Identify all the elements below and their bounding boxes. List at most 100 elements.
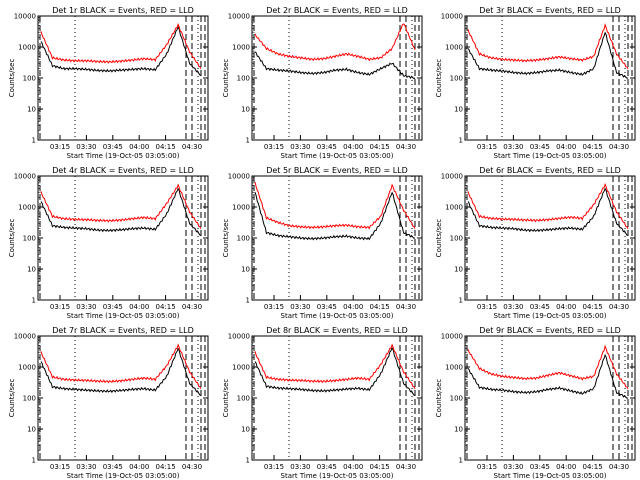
x-tick-label: 03:15 — [264, 303, 284, 311]
x-tick-label: 03:15 — [477, 463, 497, 471]
y-tick-label: 10 — [27, 106, 36, 114]
panel-title: Det 8r BLACK = Events, RED = LLD — [266, 326, 408, 335]
x-tick-label: 03:15 — [50, 463, 70, 471]
series-line-lld — [254, 181, 416, 230]
x-tick-label: 03:30 — [76, 143, 96, 151]
x-tick-label: 03:45 — [530, 143, 550, 151]
x-tick-label: 03:45 — [530, 463, 550, 471]
y-tick-label: 10000 — [228, 173, 250, 181]
x-tick-label: 04:30 — [609, 143, 629, 151]
x-axis-label: Start Time (19-Oct-05 03:05:00) — [494, 152, 607, 160]
x-tick-label: 03:15 — [477, 143, 497, 151]
series-line-lld — [254, 23, 416, 62]
y-tick-label: 100 — [450, 235, 463, 243]
x-tick-label: 03:30 — [290, 143, 310, 151]
x-axis-label: Start Time (19-Oct-05 03:05:00) — [67, 472, 180, 480]
x-tick-label: 04:15 — [370, 303, 390, 311]
series-line-events — [254, 347, 416, 396]
y-tick-label: 1000 — [18, 364, 36, 372]
x-tick-label: 04:00 — [129, 143, 149, 151]
x-tick-label: 04:00 — [343, 303, 363, 311]
panel-title: Det 2r BLACK = Events, RED = LLD — [266, 6, 408, 15]
series-line-events — [254, 191, 416, 241]
y-axis-label: Counts/sec — [435, 219, 443, 258]
x-axis-label: Start Time (19-Oct-05 03:05:00) — [281, 312, 394, 320]
y-axis-label: Counts/sec — [435, 379, 443, 418]
x-tick-label: 04:15 — [583, 303, 603, 311]
y-tick-label: 1 — [32, 137, 36, 145]
y-tick-label: 10 — [27, 426, 36, 434]
detector-panel-3: Det 3r BLACK = Events, RED = LLD 1 10 100 10… — [435, 6, 636, 160]
x-tick-label: 04:15 — [370, 143, 390, 151]
y-axis-label: Counts/sec — [222, 59, 230, 98]
x-tick-label: 03:30 — [503, 303, 523, 311]
x-tick-label: 04:30 — [182, 463, 202, 471]
y-tick-label: 10000 — [14, 173, 36, 181]
y-tick-label: 100 — [450, 75, 463, 83]
y-tick-label: 1 — [246, 457, 250, 465]
x-axis-label: Start Time (19-Oct-05 03:05:00) — [67, 152, 180, 160]
x-tick-label: 04:15 — [583, 463, 603, 471]
x-tick-label: 04:30 — [396, 463, 416, 471]
y-tick-label: 100 — [237, 75, 250, 83]
x-axis-label: Start Time (19-Oct-05 03:05:00) — [67, 312, 180, 320]
y-tick-label: 1000 — [232, 204, 250, 212]
y-tick-label: 10 — [454, 266, 463, 274]
y-tick-label: 1000 — [445, 204, 463, 212]
y-tick-label: 10 — [241, 106, 250, 114]
series-line-events — [467, 31, 629, 79]
y-tick-label: 1 — [32, 297, 36, 305]
x-axis-label: Start Time (19-Oct-05 03:05:00) — [281, 472, 394, 480]
series-line-events — [467, 353, 629, 399]
y-tick-label: 10000 — [441, 13, 463, 21]
y-tick-label: 100 — [23, 235, 36, 243]
detector-panel-2: Det 2r BLACK = Events, RED = LLD 1 10 100 10… — [222, 6, 423, 160]
y-tick-label: 100 — [237, 235, 250, 243]
x-tick-label: 03:15 — [50, 143, 70, 151]
y-tick-label: 1000 — [445, 364, 463, 372]
y-tick-label: 1 — [246, 297, 250, 305]
y-tick-label: 100 — [450, 395, 463, 403]
x-tick-label: 04:15 — [583, 143, 603, 151]
detector-panel-5: Det 5r BLACK = Events, RED = LLD 1 10 100 10… — [222, 166, 423, 320]
y-tick-label: 10000 — [228, 13, 250, 21]
y-axis-label: Counts/sec — [8, 219, 16, 258]
panel-title: Det 3r BLACK = Events, RED = LLD — [479, 6, 621, 15]
y-tick-label: 10 — [454, 106, 463, 114]
x-tick-label: 03:45 — [103, 463, 123, 471]
series-line-lld — [467, 344, 629, 389]
series-line-events — [40, 347, 202, 396]
y-tick-label: 10000 — [441, 333, 463, 341]
y-tick-label: 1 — [32, 457, 36, 465]
series-line-events — [254, 51, 416, 80]
x-tick-label: 03:45 — [317, 303, 337, 311]
y-tick-label: 10 — [241, 266, 250, 274]
x-tick-label: 03:45 — [530, 303, 550, 311]
panel-title: Det 1r BLACK = Events, RED = LLD — [52, 6, 194, 15]
x-tick-label: 04:30 — [396, 303, 416, 311]
x-tick-label: 03:30 — [503, 463, 523, 471]
panel-title: Det 6r BLACK = Events, RED = LLD — [479, 166, 621, 175]
x-tick-label: 04:00 — [556, 303, 576, 311]
y-tick-label: 100 — [23, 75, 36, 83]
x-tick-label: 04:30 — [396, 143, 416, 151]
x-tick-label: 04:30 — [609, 303, 629, 311]
x-tick-label: 03:30 — [503, 143, 523, 151]
x-tick-label: 04:00 — [556, 463, 576, 471]
y-tick-label: 100 — [23, 395, 36, 403]
panel-title: Det 7r BLACK = Events, RED = LLD — [52, 326, 194, 335]
x-axis-label: Start Time (19-Oct-05 03:05:00) — [281, 152, 394, 160]
series-line-lld — [254, 343, 416, 389]
x-tick-label: 04:15 — [156, 143, 176, 151]
y-tick-label: 100 — [237, 395, 250, 403]
plot-frame — [251, 15, 423, 141]
x-tick-label: 03:30 — [290, 303, 310, 311]
detector-panel-7: Det 7r BLACK = Events, RED = LLD 1 10 100 10… — [8, 326, 209, 480]
y-tick-label: 1000 — [18, 44, 36, 52]
series-line-lld — [467, 182, 629, 229]
y-axis-label: Counts/sec — [8, 59, 16, 98]
detector-panel-6: Det 6r BLACK = Events, RED = LLD 1 10 100 10… — [435, 166, 636, 320]
detector-panel-8: Det 8r BLACK = Events, RED = LLD 1 10 100 10… — [222, 326, 423, 480]
x-tick-label: 03:15 — [50, 303, 70, 311]
